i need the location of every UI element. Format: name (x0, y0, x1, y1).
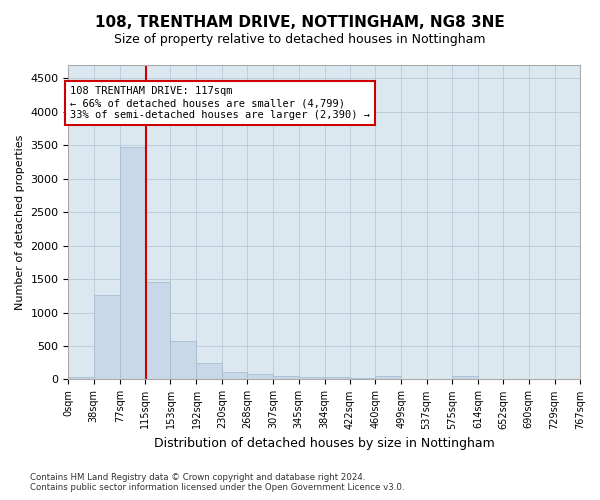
Bar (120, 146, 145, 380)
Bar (170, 341, 196, 380)
Text: Contains HM Land Registry data © Crown copyright and database right 2024.
Contai: Contains HM Land Registry data © Crown c… (30, 473, 404, 492)
Bar (273, 376, 299, 380)
Bar (350, 378, 375, 380)
Bar (325, 378, 350, 380)
Bar (222, 372, 247, 380)
Y-axis label: Number of detached properties: Number of detached properties (15, 134, 25, 310)
Bar (375, 376, 401, 380)
Bar (299, 377, 325, 380)
Bar (452, 376, 478, 380)
Bar (145, 282, 170, 380)
Bar (94, 295, 120, 380)
Bar (196, 364, 222, 380)
Bar (68, 377, 94, 380)
Text: 108 TRENTHAM DRIVE: 117sqm
← 66% of detached houses are smaller (4,799)
33% of s: 108 TRENTHAM DRIVE: 117sqm ← 66% of deta… (70, 86, 370, 120)
Bar (247, 374, 273, 380)
Text: Size of property relative to detached houses in Nottingham: Size of property relative to detached ho… (114, 32, 486, 46)
X-axis label: Distribution of detached houses by size in Nottingham: Distribution of detached houses by size … (154, 437, 494, 450)
Text: 108, TRENTHAM DRIVE, NOTTINGHAM, NG8 3NE: 108, TRENTHAM DRIVE, NOTTINGHAM, NG8 3NE (95, 15, 505, 30)
